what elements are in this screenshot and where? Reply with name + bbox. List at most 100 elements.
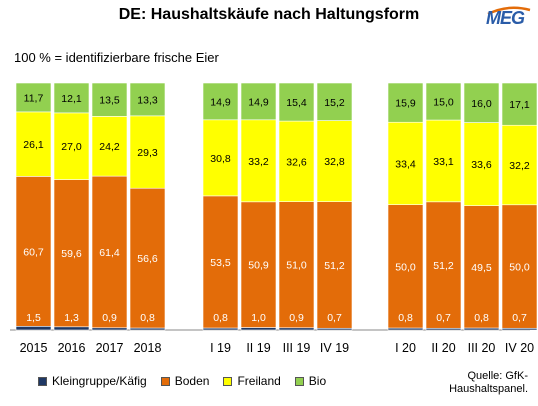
bar-segment-bio (316, 82, 353, 121)
bar-segment-boden (425, 201, 462, 329)
data-label: 51,0 (286, 260, 307, 272)
data-label: 11,7 (24, 92, 44, 104)
x-tick-label: I 20 (395, 341, 416, 355)
data-label: 13,5 (99, 95, 120, 107)
data-label: 12,1 (61, 93, 82, 105)
data-label: 1,5 (26, 312, 41, 324)
data-label: 0,9 (289, 312, 304, 324)
bar-segment-bio (53, 82, 90, 114)
x-tick-label: I 19 (210, 341, 231, 355)
bar-segment-bio (202, 82, 239, 121)
data-label: 61,4 (99, 247, 120, 259)
bar-segment-boden (91, 175, 128, 329)
x-tick-label: 2018 (134, 341, 162, 355)
bar-segment-bio (15, 82, 52, 113)
data-label: 0,9 (102, 312, 117, 324)
legend-item-freiland: Freiland (223, 374, 281, 388)
bar-segment-bio (387, 82, 424, 123)
logo-swoosh-icon (487, 6, 531, 16)
chart-title: DE: Haushaltskäufe nach Haltungsform (118, 6, 420, 23)
bar-segment-freiland (15, 111, 52, 177)
data-label: 24,2 (99, 141, 120, 153)
bar-segment-bio (91, 82, 128, 117)
x-tick-label: II 19 (246, 341, 270, 355)
data-label: 0,7 (512, 312, 527, 324)
bar-segment-freiland (53, 112, 90, 180)
bar-segment-boden (15, 176, 52, 327)
data-label: 33,4 (395, 158, 416, 170)
bar-segment-boden (463, 205, 500, 329)
x-tick-label: IV 19 (320, 341, 349, 355)
data-label: 50,0 (395, 261, 416, 273)
data-label: 51,2 (324, 260, 345, 272)
data-label: 0,8 (398, 312, 413, 324)
data-label: 27,0 (61, 141, 82, 153)
data-label: 60,7 (23, 246, 44, 258)
data-label: 32,2 (509, 160, 530, 172)
data-label: 59,6 (61, 248, 82, 260)
bar-segment-boden (129, 187, 166, 329)
bar-segment-bio (501, 82, 538, 126)
bar-segment-bio (240, 82, 277, 121)
data-label: 13,3 (137, 94, 158, 106)
bar-segment-kleingruppe (91, 327, 128, 331)
chart-subtitle: 100 % = identifizierbare frische Eier (14, 50, 219, 65)
source-line-1: Quelle: GfK- (467, 370, 528, 382)
bar-segment-boden (387, 204, 424, 329)
legend-item-bio: Bio (294, 374, 326, 388)
data-label: 15,9 (395, 98, 416, 110)
bar-segment-bio (463, 82, 500, 123)
bar-segment-freiland (129, 115, 166, 189)
legend-item-kleingruppe: Kleingruppe/Käfig (38, 374, 147, 388)
data-label: 0,8 (140, 312, 155, 324)
bar-segment-boden (53, 179, 90, 328)
data-label: 32,6 (286, 156, 307, 168)
x-tick-label: III 19 (283, 341, 311, 355)
stacked-bar-chart: 1,5 60,7 26,1 11,7 2015 1,3 59,6 27,0 12,1 2016 0,… (10, 82, 538, 355)
bar-segment-kleingruppe (240, 327, 277, 331)
data-label: 14,9 (248, 96, 269, 108)
bar-segment-boden (202, 195, 239, 329)
data-label: 26,1 (23, 139, 44, 151)
data-label: 49,5 (471, 262, 492, 274)
data-label: 33,2 (248, 156, 269, 168)
legend-item-boden: Boden (160, 374, 209, 388)
data-label: 30,8 (210, 153, 231, 165)
bar-segment-freiland (202, 119, 239, 197)
bar-segment-freiland (463, 122, 500, 206)
data-label: 0,8 (474, 312, 489, 324)
legend-label-freiland: Freiland (237, 374, 281, 388)
data-label: 15,2 (324, 97, 345, 109)
legend-swatch-bio (294, 376, 304, 386)
x-tick-label: II 20 (431, 341, 455, 355)
data-label: 17,1 (509, 99, 530, 111)
data-label: 1,3 (64, 312, 79, 324)
bar-segment-bio (129, 82, 166, 117)
bar-segment-boden (278, 201, 315, 329)
x-tick-label: III 20 (468, 341, 496, 355)
data-label: 0,7 (436, 312, 451, 324)
bar-segment-bio (425, 82, 462, 121)
bar-segment-kleingruppe (53, 326, 90, 331)
bar-segment-kleingruppe (15, 325, 52, 331)
bar-segment-boden (240, 201, 277, 328)
data-label: 50,0 (509, 262, 530, 274)
bar-segment-freiland (501, 124, 538, 206)
bar-segment-freiland (425, 119, 462, 203)
bar-segment-freiland (387, 121, 424, 205)
bar-segment-kleingruppe (278, 327, 315, 331)
chart-legend: Kleingruppe/Käfig Boden Freiland Bio (38, 374, 326, 388)
data-label: 33,1 (433, 156, 454, 168)
data-label: 15,0 (433, 97, 454, 109)
data-label: 0,7 (327, 312, 342, 324)
meg-logo: MEG (486, 8, 525, 28)
legend-swatch-freiland (223, 376, 233, 386)
bar-segment-boden (501, 204, 538, 329)
bar-segment-freiland (91, 116, 128, 177)
data-label: 33,6 (471, 159, 492, 171)
data-label: 51,2 (433, 260, 454, 272)
data-label: 53,5 (210, 257, 231, 269)
legend-swatch-boden (160, 376, 170, 386)
data-label: 1,0 (251, 312, 266, 324)
data-label: 14,9 (210, 96, 231, 108)
